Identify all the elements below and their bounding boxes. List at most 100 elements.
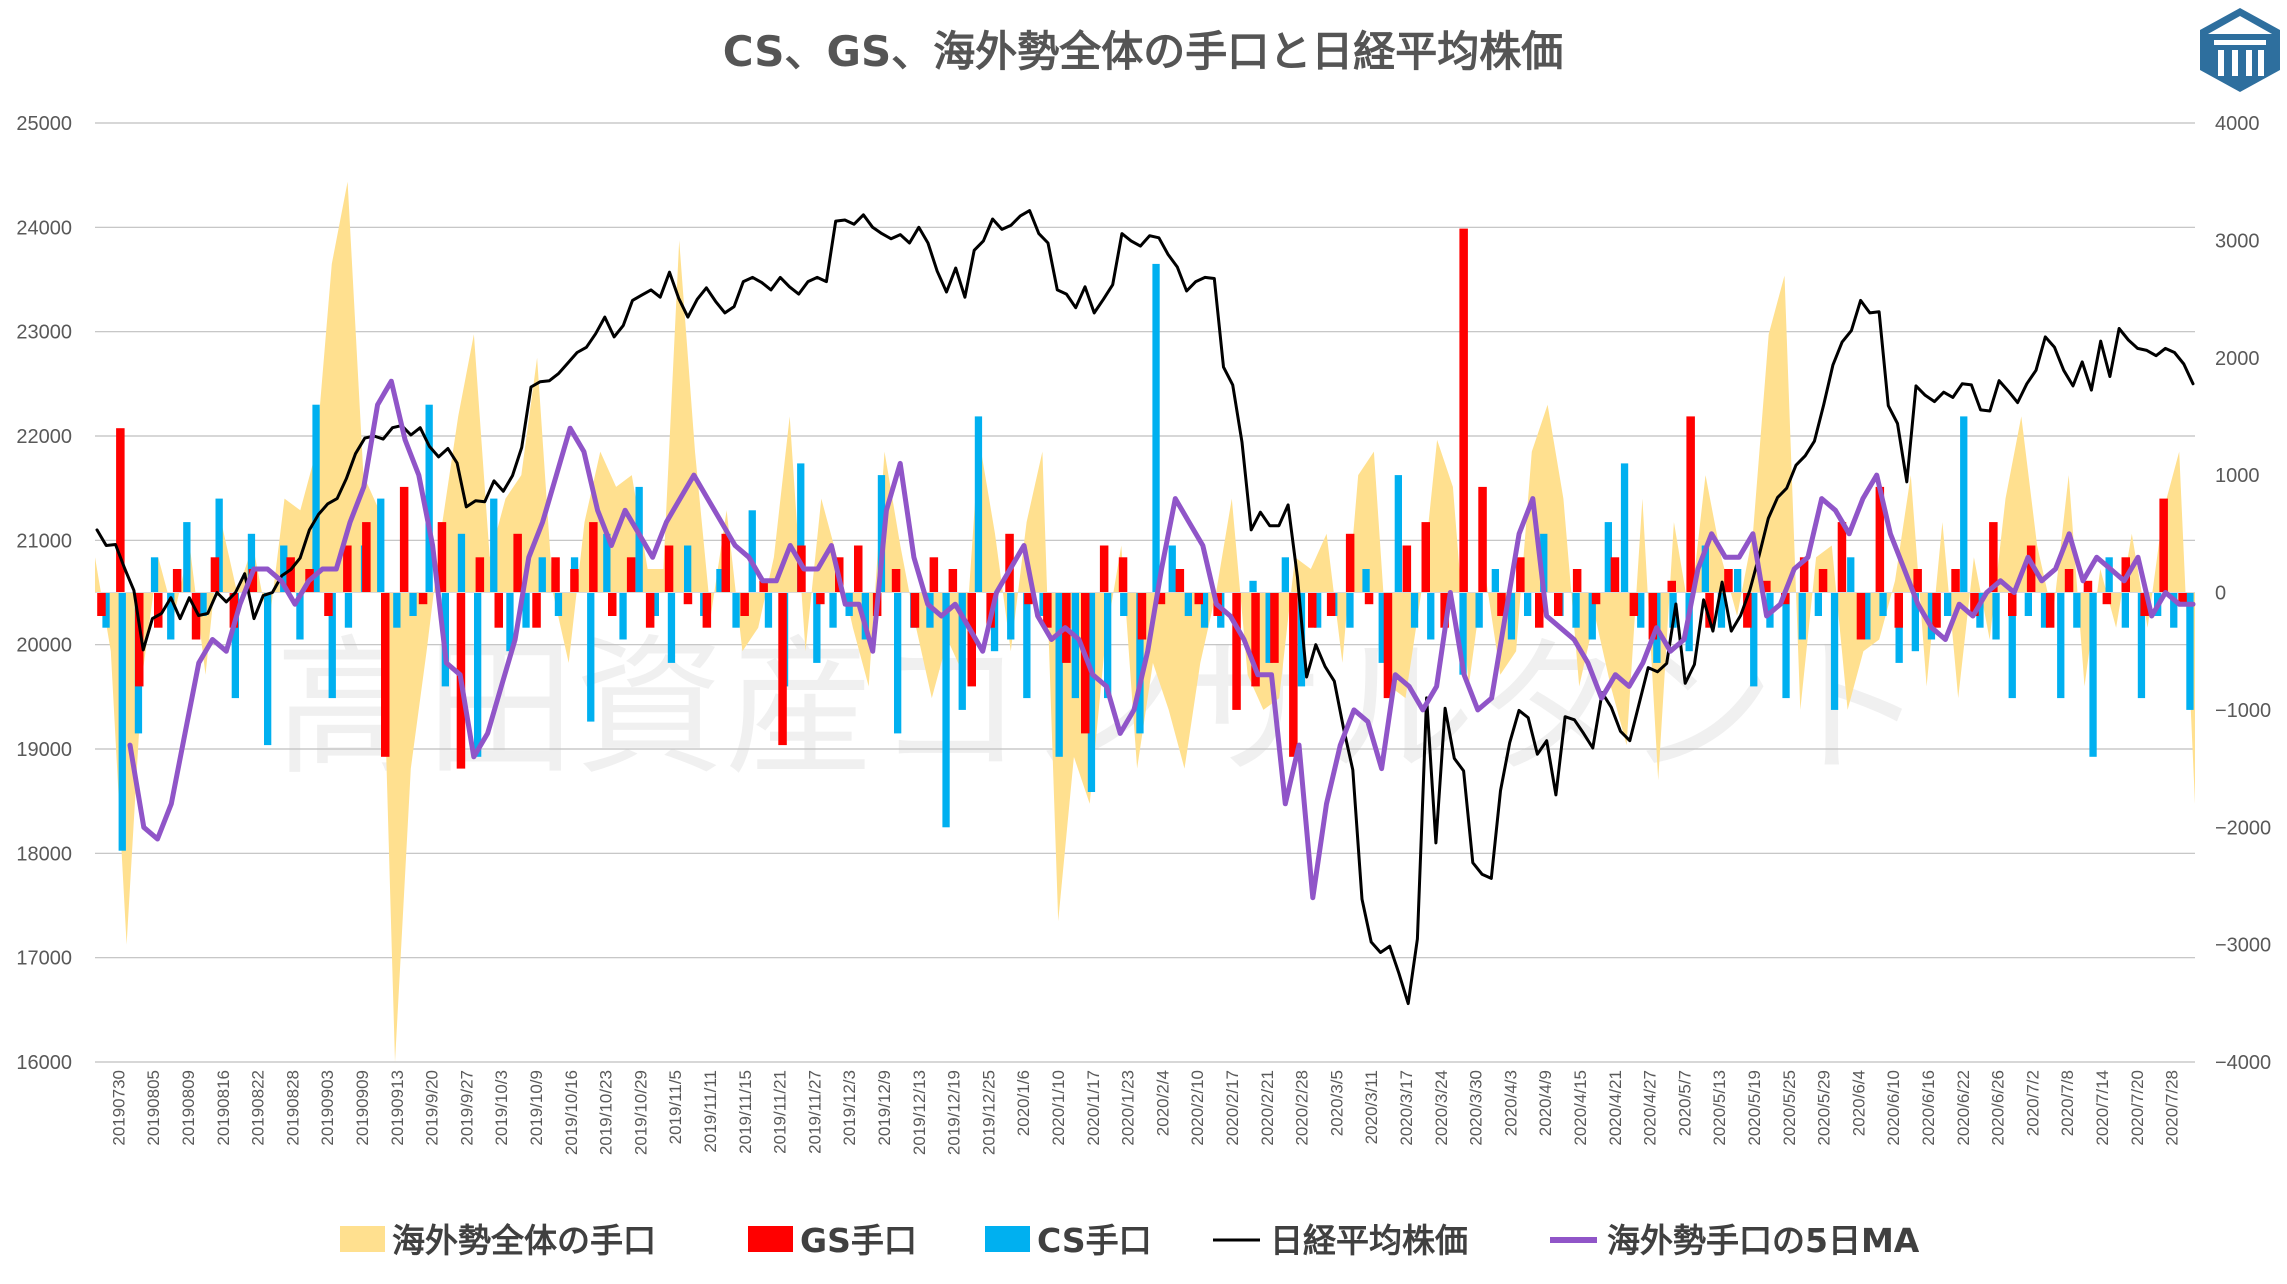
x-tick-label: 2019/12/13 [910,1070,929,1155]
cs-bar [1120,592,1128,616]
x-tick-label: 20190809 [179,1070,198,1146]
cs-bar [1394,475,1402,593]
x-tick-label: 20190903 [318,1070,337,1146]
right-tick-label: 4000 [2215,113,2260,135]
gs-bar [1326,592,1336,616]
x-tick-label: 2020/2/17 [1223,1070,1242,1146]
left-axis: 25000 24000 23000 22000 21000 20000 19000 18000… [16,113,72,1074]
cs-bar [1475,592,1483,628]
gs-bar [1421,522,1430,593]
cs-bar [1507,592,1516,640]
gs-bar [1478,486,1487,593]
cs-bar [2057,592,2065,699]
cs-bar [1168,545,1176,593]
cs-bar [264,592,272,746]
x-tick-label: 2019/9/27 [457,1070,476,1146]
x-tick-label: 2020/4/27 [1641,1070,1660,1146]
cs-bar [1200,592,1209,628]
x-tick-label: 2020/2/21 [1258,1070,1277,1146]
cs-bar [1976,592,1984,628]
gs-bar [475,557,485,593]
cs-bar [377,498,385,593]
right-tick-label: 3000 [2215,230,2260,252]
gs-bar [740,592,749,616]
x-tick-label: 2020/4/9 [1536,1070,1555,1136]
gs-bar [1137,592,1147,640]
x-tick-label: 2020/3/5 [1327,1070,1346,1136]
cs-bar [1879,592,1887,616]
gs-bar [1194,592,1203,605]
cs-bar [1669,592,1677,628]
cs-bar [1378,592,1386,663]
x-tick-label: 2019/10/29 [631,1070,650,1155]
cs-bar [1717,592,1726,628]
x-tick-label: 2020/6/10 [1884,1070,1903,1146]
gs-bar [2140,592,2149,616]
cs-bar [1007,592,1015,640]
gs-bar [1894,592,1903,628]
x-tick-label: 2020/6/22 [1954,1070,1973,1146]
cs-bar [1927,592,1936,640]
gs-bar [362,522,371,593]
cs-bar [1620,463,1629,593]
x-tick-label: 2020/3/11 [1362,1070,1381,1144]
cs-bar [1459,592,1467,675]
gs-bar [1629,592,1639,616]
gs-bar [1345,533,1355,593]
legend-swatch-0 [340,1226,385,1252]
cs-bar [102,592,110,628]
x-tick-label: 20190913 [388,1070,407,1146]
cs-bar [861,592,869,640]
cs-bar [974,416,983,593]
gs-bar [1289,592,1298,757]
gs-bar [683,592,693,605]
gs-bar [626,557,636,593]
cs-bar [1087,592,1096,792]
gs-bar [1837,522,1847,593]
gs-bar [229,592,239,628]
gs-bar [532,592,541,628]
gs-bar [2102,592,2112,605]
cs-bar [1782,592,1790,699]
cs-bar [522,592,530,628]
cs-bar [231,592,239,699]
gs-bar [702,592,712,628]
x-axis: 20190730 20190805 20190809 20190816 20190822… [109,1070,2181,1155]
right-tick-label: −4000 [2215,1052,2271,1074]
cs-bar [2186,592,2194,710]
x-tick-label: 2019/10/23 [597,1070,616,1155]
cs-bar [1750,592,1758,687]
cs-bar [1863,592,1871,640]
gs-bar [1970,592,1979,616]
x-tick-label: 2020/2/28 [1293,1070,1312,1146]
x-tick-label: 2019/10/3 [492,1070,511,1146]
x-tick-label: 2020/6/4 [1849,1070,1868,1136]
cs-bar [829,592,837,628]
x-tick-label: 20190805 [144,1070,163,1146]
cs-bar [1911,592,1919,652]
cs-bar [167,592,175,640]
cs-bar [1071,592,1079,699]
gs-bar [816,592,825,605]
gs-bar [172,569,182,593]
cs-bar [1572,592,1580,628]
left-tick-label: 21000 [16,530,72,552]
x-tick-label: 2020/7/28 [2163,1070,2182,1146]
cs-bar [1152,263,1160,593]
gs-bar [1175,569,1185,593]
gs-bar [494,592,503,628]
cs-bar [619,592,627,640]
cs-bar [2137,592,2146,699]
gs-bar [1364,592,1374,605]
cs-bar [490,498,498,593]
cs-bar [199,592,207,616]
gs-bar [608,592,617,616]
left-tick-label: 25000 [16,113,72,135]
gs-bar [1989,522,1998,593]
cs-bar [312,404,320,593]
gs-bar [551,557,560,593]
cs-bar [2121,592,2129,628]
cs-bar [764,592,773,628]
right-tick-label: 1000 [2215,465,2260,487]
gs-bar [1572,569,1582,593]
